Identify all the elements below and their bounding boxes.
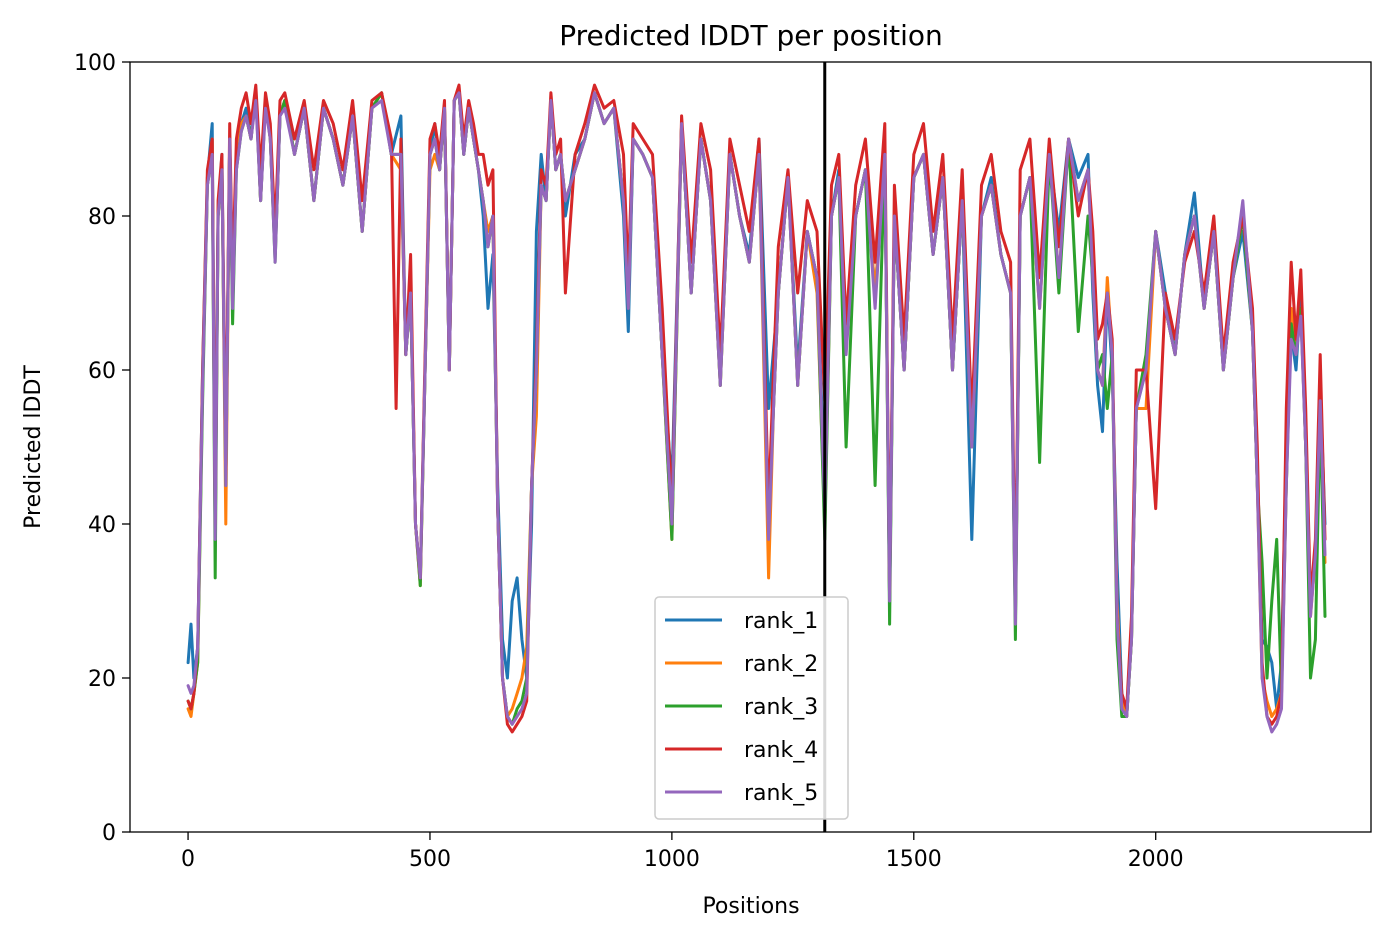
legend-label-3: rank_3 [744, 695, 818, 720]
chart-title: Predicted lDDT per position [559, 19, 943, 52]
x-tick-label: 500 [409, 847, 451, 872]
legend-label-5: rank_5 [744, 781, 818, 806]
y-axis-ticks: 0 20 40 60 80 100 [74, 51, 130, 846]
series-line-5 [186, 91, 1327, 734]
x-axis-label: Positions [702, 894, 799, 919]
y-axis-label: Predicted lDDT [21, 365, 46, 529]
x-tick-label: 0 [181, 847, 195, 872]
x-tick-label: 1500 [886, 847, 942, 872]
y-tick-label: 40 [88, 513, 116, 538]
legend: rank_1 rank_2 rank_3 rank_4 rank_5 [654, 596, 849, 820]
x-axis-ticks: 0 500 1000 1500 2000 [181, 832, 1184, 872]
y-tick-label: 0 [102, 821, 116, 846]
y-tick-label: 100 [74, 51, 116, 76]
legend-label-4: rank_4 [744, 738, 818, 763]
plot-frame [129, 61, 1372, 833]
series-layer [186, 83, 1327, 734]
y-tick-label: 20 [88, 667, 116, 692]
legend-box [654, 596, 849, 820]
y-tick-label: 60 [88, 359, 116, 384]
legend-label-1: rank_1 [744, 609, 818, 634]
x-tick-label: 2000 [1128, 847, 1184, 872]
x-tick-label: 1000 [644, 847, 700, 872]
y-tick-label: 80 [88, 205, 116, 230]
legend-label-2: rank_2 [744, 652, 818, 677]
